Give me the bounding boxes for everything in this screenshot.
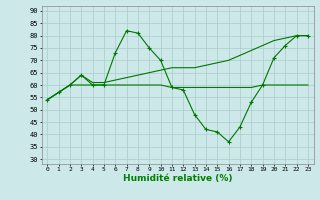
X-axis label: Humidité relative (%): Humidité relative (%) bbox=[123, 174, 232, 183]
